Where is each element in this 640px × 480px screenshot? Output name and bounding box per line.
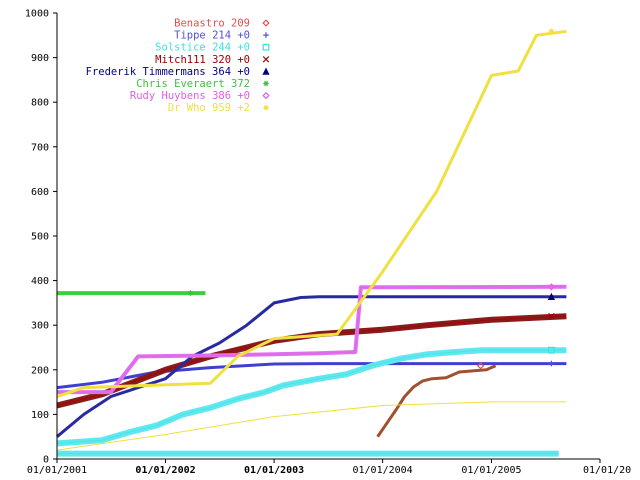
legend-marker-2	[262, 43, 270, 51]
series-end-marker-0	[476, 362, 485, 370]
x-tick-label-1: 01/01/2002	[135, 465, 195, 476]
series-line-7	[56, 29, 567, 399]
legend-label-7: Dr Who 959 +2	[168, 102, 250, 114]
legend-marker-7	[263, 104, 269, 111]
series-line-1	[56, 362, 567, 390]
y-tick-label-2: 200	[31, 365, 49, 376]
y-tick-label-9: 900	[31, 53, 49, 64]
series-line-8	[56, 401, 567, 451]
plot-axes-layer: 0 100 200 300 400 500 600 700 800 900 1000 01/01/20…	[25, 9, 631, 477]
series-line-4	[56, 295, 567, 438]
y-tick-label-3: 300	[31, 321, 49, 332]
legend-marker-3	[262, 56, 270, 63]
series-end-marker-2	[547, 346, 555, 354]
legend-label-6: Rudy Huybens 386 +0	[130, 90, 250, 102]
y-tick-label-4: 400	[31, 276, 49, 287]
y-tick-label-1: 100	[31, 410, 49, 421]
y-tick-label-5: 500	[31, 232, 49, 243]
series-end-marker-5	[187, 290, 194, 296]
x-tick-label-0: 01/01/2001	[27, 465, 87, 476]
legend-marker-5	[263, 80, 269, 87]
legend-label-1: Tippe 214 +0	[174, 30, 250, 42]
legend-label-0: Benastro 209	[174, 18, 250, 30]
series-end-marker-6	[547, 283, 556, 291]
y-tick-label-7: 700	[31, 142, 49, 153]
series-end-marker-7	[548, 28, 555, 35]
y-tick-label-8: 800	[31, 98, 49, 109]
series-line-0	[376, 364, 497, 438]
series-core-6	[57, 286, 567, 393]
series-end-marker-3	[548, 313, 555, 320]
legend-label-4: Frederik Timmermans 364 +0	[86, 66, 250, 78]
legend-label-2: Solstice 244 +0	[155, 42, 250, 54]
y-tick-label-0: 0	[43, 455, 49, 466]
legend-marker-4	[262, 67, 270, 75]
x-tick-label-2: 01/01/2003	[244, 465, 304, 476]
series-end-marker-4	[547, 292, 556, 300]
plot-series-layer	[56, 28, 567, 457]
series-core-2	[56, 349, 567, 444]
legend-marker-0	[262, 19, 270, 27]
x-tick-label-5: 01/01/20	[583, 465, 631, 476]
legend-label-5: Chris Everaert 372	[136, 78, 250, 90]
legend-marker-1	[263, 32, 269, 38]
legend-label-3: Mitch111 320 +0	[155, 54, 250, 66]
y-tick-label-10: 1000	[25, 9, 49, 20]
x-tick-label-4: 01/01/2005	[461, 465, 521, 476]
legend-marker-6	[262, 91, 270, 100]
y-tick-label-6: 600	[31, 187, 49, 198]
x-tick-label-3: 01/01/2004	[353, 465, 413, 476]
series-end-marker-1	[548, 360, 555, 367]
